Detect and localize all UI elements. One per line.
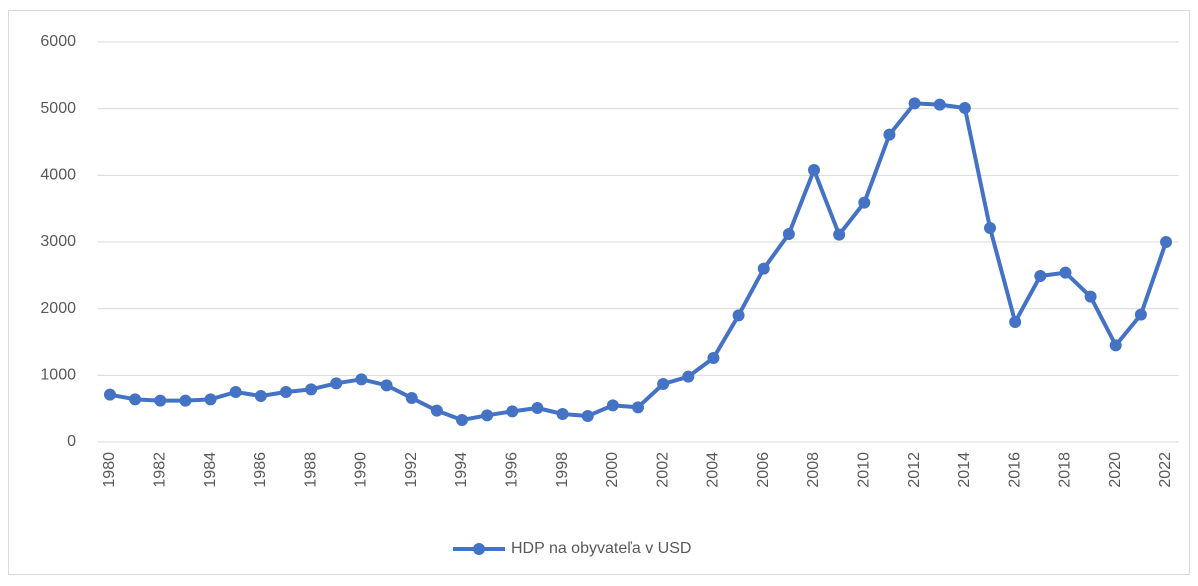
- marker: [103, 388, 116, 401]
- x-tick-label: 2004: [705, 452, 722, 488]
- x-tick-label: 1982: [151, 452, 168, 488]
- marker: [229, 386, 242, 398]
- x-tick-label: 2006: [755, 452, 772, 488]
- x-tick-label: 2010: [856, 452, 873, 488]
- marker: [732, 309, 745, 322]
- marker: [632, 401, 644, 414]
- x-tick-label: 2020: [1107, 452, 1124, 488]
- y-tick-label: 0: [67, 433, 76, 450]
- y-tick-label: 6000: [40, 33, 76, 50]
- x-tick-label: 1990: [353, 452, 370, 488]
- x-tick-label: 2018: [1057, 452, 1074, 488]
- legend-marker: [473, 543, 485, 555]
- marker: [1059, 266, 1072, 279]
- marker: [254, 390, 267, 402]
- marker: [1160, 236, 1173, 248]
- marker: [380, 379, 393, 392]
- x-tick-label: 2016: [1006, 452, 1023, 488]
- marker: [355, 373, 368, 386]
- x-tick-label: 1988: [302, 452, 319, 488]
- legend-label: HDP na obyvateľa v USD: [511, 540, 691, 557]
- marker: [330, 377, 343, 390]
- marker: [129, 393, 142, 406]
- marker: [556, 408, 569, 420]
- marker: [204, 393, 217, 406]
- marker: [1084, 290, 1097, 303]
- marker: [908, 97, 921, 110]
- x-tick-label: 2014: [956, 452, 973, 488]
- marker: [958, 102, 971, 114]
- x-tick-label: 1998: [554, 452, 571, 488]
- x-tick-label: 1992: [403, 452, 420, 488]
- x-tick-label: 2012: [906, 452, 923, 488]
- marker: [1009, 316, 1022, 328]
- marker: [1109, 339, 1122, 352]
- y-tick-label: 4000: [40, 167, 76, 184]
- x-tick-label: 1984: [202, 452, 219, 488]
- marker: [858, 196, 871, 209]
- x-tick-label: 2008: [805, 452, 822, 488]
- marker: [430, 404, 443, 417]
- marker: [531, 402, 544, 414]
- marker: [883, 128, 896, 141]
- marker: [305, 383, 318, 396]
- marker: [808, 164, 821, 176]
- marker: [481, 409, 494, 422]
- marker: [782, 228, 795, 240]
- x-tick-label: 1996: [503, 452, 520, 488]
- x-tick-label: 2002: [654, 452, 671, 488]
- x-tick-label: 1986: [252, 452, 269, 488]
- x-tick-label: 1994: [453, 452, 470, 488]
- y-tick-label: 5000: [40, 100, 76, 117]
- marker: [682, 370, 695, 383]
- y-tick-label: 3000: [40, 233, 76, 250]
- marker: [1034, 270, 1047, 282]
- marker: [933, 98, 946, 111]
- marker: [279, 386, 292, 398]
- marker: [455, 414, 468, 426]
- marker: [506, 405, 519, 418]
- x-tick-label: 2000: [604, 452, 621, 488]
- x-tick-label: 1980: [101, 452, 118, 488]
- marker: [405, 392, 418, 404]
- marker: [657, 378, 670, 390]
- marker: [757, 262, 770, 275]
- marker: [707, 352, 720, 364]
- marker: [154, 394, 167, 407]
- marker: [581, 410, 594, 422]
- y-tick-label: 2000: [40, 300, 76, 317]
- x-tick-label: 2022: [1157, 452, 1174, 488]
- marker: [606, 399, 619, 412]
- marker: [833, 228, 846, 241]
- chart-border: [8, 10, 1190, 575]
- marker: [1134, 308, 1147, 321]
- marker: [179, 394, 192, 407]
- marker: [984, 222, 997, 234]
- y-tick-label: 1000: [40, 367, 76, 384]
